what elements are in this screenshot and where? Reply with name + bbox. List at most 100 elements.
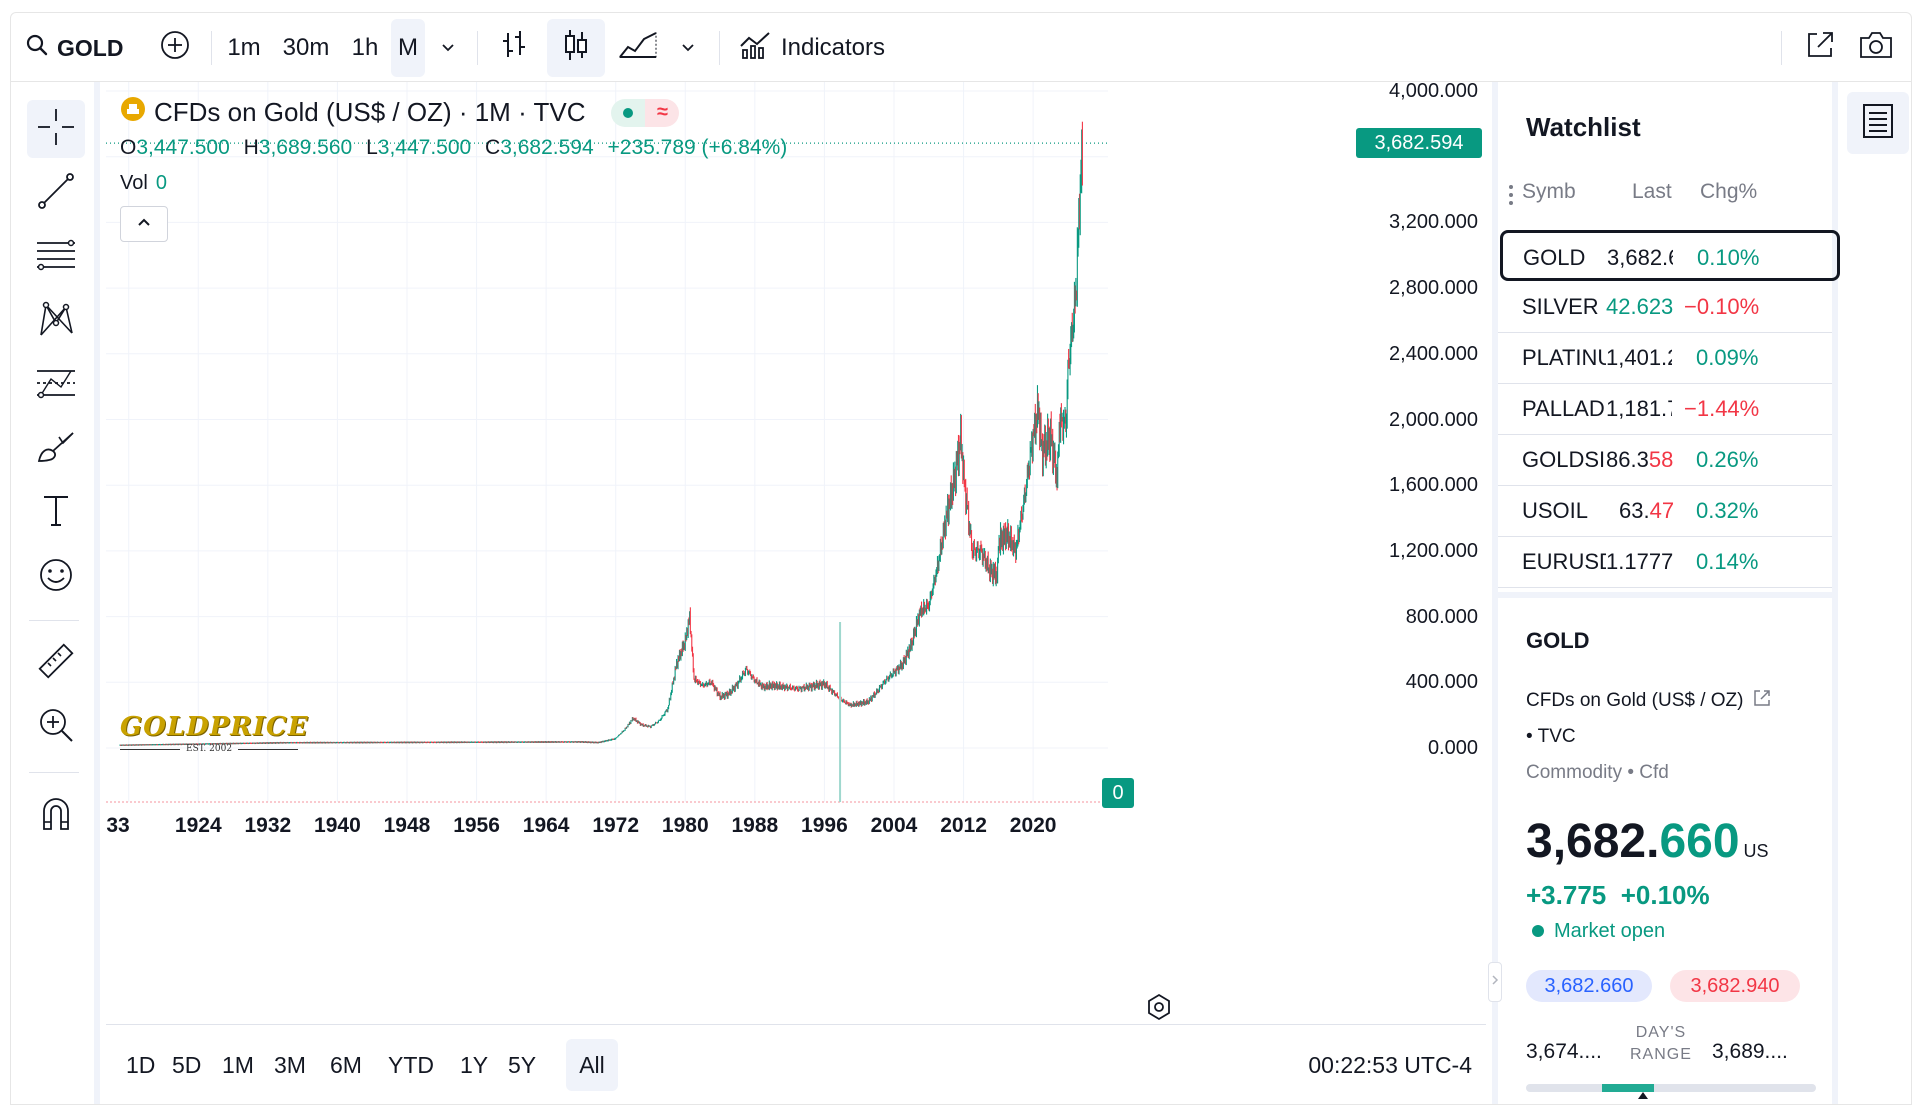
trend-line-tool[interactable] <box>27 164 85 222</box>
watchlist-toggle-button[interactable] <box>1847 92 1909 154</box>
price-main: 3,682. <box>1526 815 1660 868</box>
ask-price[interactable]: 3,682.940 <box>1670 970 1800 1002</box>
timezone-clock[interactable]: 00:22:53 UTC-4 <box>1308 1051 1472 1078</box>
range-3m[interactable]: 3M <box>274 1051 306 1078</box>
text-tool[interactable] <box>27 484 85 542</box>
market-status[interactable]: Market open <box>1532 920 1665 943</box>
row-last: 3,682.6 <box>1607 245 1673 270</box>
watchlist-row-usoil[interactable]: USOIL 63.47 0.32% <box>1498 486 1832 537</box>
interval-dropdown[interactable] <box>429 13 467 83</box>
gear-icon <box>1145 993 1173 1026</box>
logo-rule <box>120 748 180 750</box>
collapse-panel-handle[interactable] <box>1488 962 1502 1002</box>
column-header-chg[interactable]: Chg% <box>1700 180 1758 203</box>
interval-30m[interactable]: 30m <box>282 34 330 61</box>
interval-monthly[interactable]: M <box>391 19 425 77</box>
price-axis-label: 800.000 <box>1405 605 1478 628</box>
column-drag-handle[interactable] <box>1508 184 1514 211</box>
open-in-new-window-button[interactable] <box>1797 13 1843 83</box>
chart-type-dropdown[interactable] <box>669 13 707 83</box>
crosshair-tool[interactable] <box>27 100 85 158</box>
watchlist-row-palladium[interactable]: PALLADI 1,181.7 −1.44% <box>1498 384 1832 435</box>
range-1d[interactable]: 1D <box>126 1051 156 1078</box>
bid-price[interactable]: 3,682.660 <box>1526 970 1652 1002</box>
compare-symbol-button[interactable] <box>153 13 197 83</box>
pattern-tool[interactable] <box>27 292 85 350</box>
range-6m[interactable]: 6M <box>330 1051 362 1078</box>
details-description[interactable]: CFDs on Gold (US$ / OZ) <box>1526 688 1772 714</box>
row-last: 1,401.2 <box>1606 345 1672 370</box>
price-axis-label: 2,800.000 <box>1389 277 1478 300</box>
price-chart[interactable] <box>106 82 1486 1024</box>
watchlist-row-platinum[interactable]: PLATINU 1,401.2 0.09% <box>1498 333 1832 384</box>
watchlist-row-eurusd[interactable]: EURUSD 1.1777 0.14% <box>1498 537 1832 588</box>
area-chart-icon <box>618 31 658 66</box>
range-1y[interactable]: 1Y <box>460 1051 489 1078</box>
range-5y[interactable]: 5Y <box>508 1051 537 1078</box>
watchlist-panel: Watchlist Symb Last Chg% GOLD 3,682.6 0.… <box>1488 82 1840 1104</box>
price-axis-label: 4,000.000 <box>1389 80 1478 102</box>
top-toolbar: GOLD 1m 30m 1h M I <box>10 12 1912 82</box>
market-status-pill[interactable]: ≈ <box>611 98 680 127</box>
external-link-icon <box>1752 688 1772 714</box>
day-range-fill <box>1602 1084 1654 1092</box>
ruler-icon <box>35 640 77 687</box>
range-caption-line: RANGE <box>1630 1046 1692 1063</box>
indicators-button[interactable]: Indicators <box>729 13 895 83</box>
text-icon <box>38 491 74 536</box>
range-ytd[interactable]: YTD <box>388 1051 434 1078</box>
chart-pane[interactable]: GOLDPRICE EST. 2002 CFDs on Gold (US$ / … <box>106 80 1486 1026</box>
column-header-symbol[interactable]: Symb <box>1522 180 1576 203</box>
price-axis-label: 3,200.000 <box>1389 211 1478 234</box>
watchlist-row-gold[interactable]: GOLD 3,682.6 0.10% <box>1500 230 1840 281</box>
area-chart-type-button[interactable] <box>609 13 667 83</box>
range-all[interactable]: All <box>566 1039 618 1091</box>
interval-1m[interactable]: 1m <box>227 34 261 61</box>
row-chg: 0.32% <box>1696 498 1759 523</box>
row-last: 86.358 <box>1606 447 1673 473</box>
chevron-right-icon <box>1491 973 1499 991</box>
price-currency: US <box>1743 841 1769 861</box>
market-open-dot <box>611 98 646 127</box>
time-axis-label: 1924 <box>174 814 222 837</box>
low-value: 3,447.500 <box>377 136 472 159</box>
magnet-tool[interactable] <box>27 786 85 844</box>
range-5d[interactable]: 5D <box>172 1051 202 1078</box>
emoji-tool[interactable] <box>27 548 85 606</box>
row-last-main: 86.3 <box>1606 447 1649 472</box>
candles-chart-type-button[interactable] <box>547 19 605 77</box>
interval-1h[interactable]: 1h <box>351 34 379 61</box>
watchlist-row-goldsilver[interactable]: GOLDSI 86.358 0.26% <box>1498 435 1832 486</box>
range-1m[interactable]: 1M <box>222 1051 254 1078</box>
day-range-low: 3,674.... <box>1526 1040 1602 1063</box>
brush-tool[interactable] <box>27 420 85 478</box>
symbol-search-button[interactable]: GOLD <box>25 13 135 83</box>
indicators-icon <box>739 30 771 67</box>
watchlist-row-silver[interactable]: SILVER 42.623 −0.10% <box>1498 282 1832 333</box>
goldprice-logo-text: GOLDPRICE <box>120 712 309 742</box>
day-range-marker <box>1638 1092 1648 1099</box>
measure-tool[interactable] <box>27 634 85 692</box>
bar-chart-type-button[interactable] <box>489 13 539 83</box>
market-open-dot <box>1532 920 1544 943</box>
watchlist-title[interactable]: Watchlist <box>1526 112 1641 142</box>
goldprice-logo-sub: EST. 2002 <box>120 744 310 754</box>
details-change: +3.775 +0.10% <box>1526 880 1710 911</box>
row-symbol: EURUSD <box>1522 549 1606 574</box>
row-symbol: PALLADI <box>1522 396 1606 421</box>
horizontal-lines-tool[interactable] <box>27 228 85 286</box>
details-symbol[interactable]: GOLD <box>1526 628 1590 653</box>
volume-value: 0 <box>155 172 167 194</box>
column-header-last[interactable]: Last <box>1632 180 1672 203</box>
zoom-in-tool[interactable] <box>27 698 85 756</box>
external-link-icon <box>1804 29 1836 68</box>
volume-legend[interactable]: Vol 0 <box>120 172 167 195</box>
ohlc-values: O3,447.500 H3,689.560 L3,447.500 C3,682.… <box>120 136 787 160</box>
chart-legend-title[interactable]: CFDs on Gold (US$ / OZ) · 1M · TVC ≈ <box>120 96 680 129</box>
forecasting-tool[interactable] <box>27 356 85 414</box>
brush-icon <box>35 429 77 470</box>
chart-settings-button[interactable] <box>1142 992 1176 1026</box>
snapshot-button[interactable] <box>1853 13 1899 83</box>
row-chg: 0.09% <box>1696 345 1759 370</box>
collapse-legend-button[interactable] <box>120 206 168 242</box>
